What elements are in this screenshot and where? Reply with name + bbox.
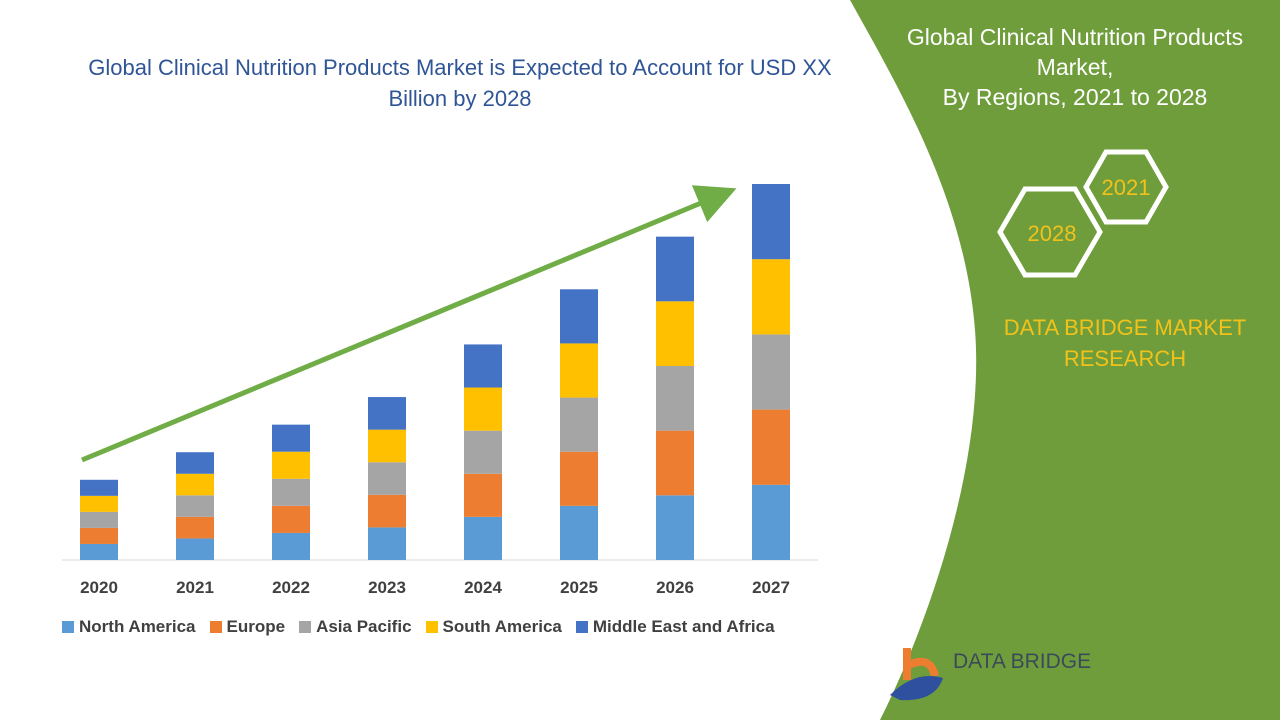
bar-segment-2025-4	[560, 289, 598, 344]
legend-item: South America	[425, 617, 562, 637]
panel-background	[850, 0, 1280, 720]
bar-segment-2021-2	[176, 495, 214, 517]
panel-title-line: By Regions, 2021 to 2028	[942, 84, 1208, 110]
bar-segment-2024-2	[464, 430, 502, 474]
panel-title-line: Market,	[1036, 54, 1114, 80]
bar-segment-2021-1	[176, 516, 214, 539]
legend-label: Europe	[226, 617, 286, 636]
trend-arrow	[81, 185, 737, 463]
legend-item: North America	[62, 617, 196, 637]
hex-label-2028: 2028	[1028, 221, 1077, 246]
x-tick-label: 2026	[656, 578, 694, 597]
bar-segment-2026-2	[656, 365, 694, 431]
bar-segment-2025-3	[560, 343, 598, 398]
legend: North America Europe Asia Pacific South Ame…	[62, 617, 775, 637]
x-tick-label: 2024	[464, 578, 502, 597]
bar-segment-2025-0	[560, 505, 598, 560]
legend-swatch	[575, 621, 588, 633]
hexagon-2028	[997, 186, 1103, 278]
bar-segment-2024-3	[464, 387, 502, 431]
legend-item: Middle East and Africa	[575, 617, 775, 637]
bar-segment-2023-4	[368, 397, 406, 430]
bar-segment-2027-4	[752, 184, 790, 260]
logo-text: DATA BRIDGE	[953, 650, 1092, 673]
bar-segment-2026-3	[656, 301, 694, 366]
bar-segment-2026-1	[656, 430, 694, 496]
hex-label-2021: 2021	[1102, 175, 1151, 200]
bar-segment-2020-1	[80, 527, 118, 544]
legend-swatch	[425, 621, 438, 633]
bar-segment-2026-0	[656, 495, 694, 560]
bar-segment-2023-3	[368, 429, 406, 463]
bar-segment-2022-4	[272, 424, 310, 452]
panel-title: Global Clinical Nutrition Products Marke…	[880, 22, 1270, 112]
legend-label: North America	[79, 617, 196, 636]
bar-segment-2025-2	[560, 397, 598, 452]
x-tick-label: 2022	[272, 578, 310, 597]
bar-segment-2021-3	[176, 473, 214, 496]
legend-item: Europe	[209, 617, 286, 637]
x-tick-label: 2020	[80, 578, 118, 597]
bar-segment-2022-0	[272, 532, 310, 560]
stacked-bar-chart: 2020 2021 2022 2023 2024 2025 2026 2027	[62, 184, 818, 597]
chart-title: Global Clinical Nutrition Products Marke…	[88, 55, 832, 111]
legend-swatch	[299, 621, 312, 633]
bar-segment-2020-0	[80, 543, 118, 560]
bar-segment-2026-4	[656, 236, 694, 302]
bar-segment-2022-2	[272, 478, 310, 506]
bar-segment-2024-4	[464, 344, 502, 388]
brand-line: RESEARCH	[1063, 346, 1187, 371]
bar-segment-2023-1	[368, 494, 406, 528]
bar-segment-2021-0	[176, 538, 214, 560]
bar-segment-2024-0	[464, 516, 502, 560]
legend-item: Asia Pacific	[299, 617, 412, 637]
x-tick-label: 2027	[752, 578, 790, 597]
legend-label: South America	[442, 617, 562, 636]
bar-segment-2022-1	[272, 505, 310, 533]
bar-segment-2025-1	[560, 451, 598, 506]
x-tick-label: 2025	[560, 578, 598, 597]
bar-segment-2020-3	[80, 495, 118, 512]
x-tick-label: 2021	[176, 578, 214, 597]
bar-segment-2023-0	[368, 527, 406, 560]
bar-segment-2023-2	[368, 462, 406, 495]
data-bridge-logo	[890, 648, 943, 701]
legend-label: Middle East and Africa	[592, 617, 775, 636]
brand-line: DATA BRIDGE MARKET	[1003, 315, 1247, 340]
legend-swatch	[62, 621, 74, 633]
bar-segment-2027-2	[752, 334, 790, 410]
x-tick-label: 2023	[368, 578, 406, 597]
bar-segment-2024-1	[464, 473, 502, 517]
panel-title-line: Global Clinical Nutrition Products	[906, 24, 1244, 50]
legend-label: Asia Pacific	[316, 617, 412, 636]
hexagon-2021	[1083, 149, 1169, 225]
brand-text: DATA BRIDGE MARKET RESEARCH	[980, 312, 1270, 374]
bar-segment-2027-1	[752, 409, 790, 485]
legend-swatch	[209, 621, 222, 633]
bar-segment-2027-3	[752, 259, 790, 335]
bar-segment-2020-4	[80, 479, 118, 496]
bar-segment-2021-4	[176, 452, 214, 474]
bar-segment-2027-0	[752, 484, 790, 560]
bar-segment-2020-2	[80, 511, 118, 528]
bar-segment-2022-3	[272, 451, 310, 479]
